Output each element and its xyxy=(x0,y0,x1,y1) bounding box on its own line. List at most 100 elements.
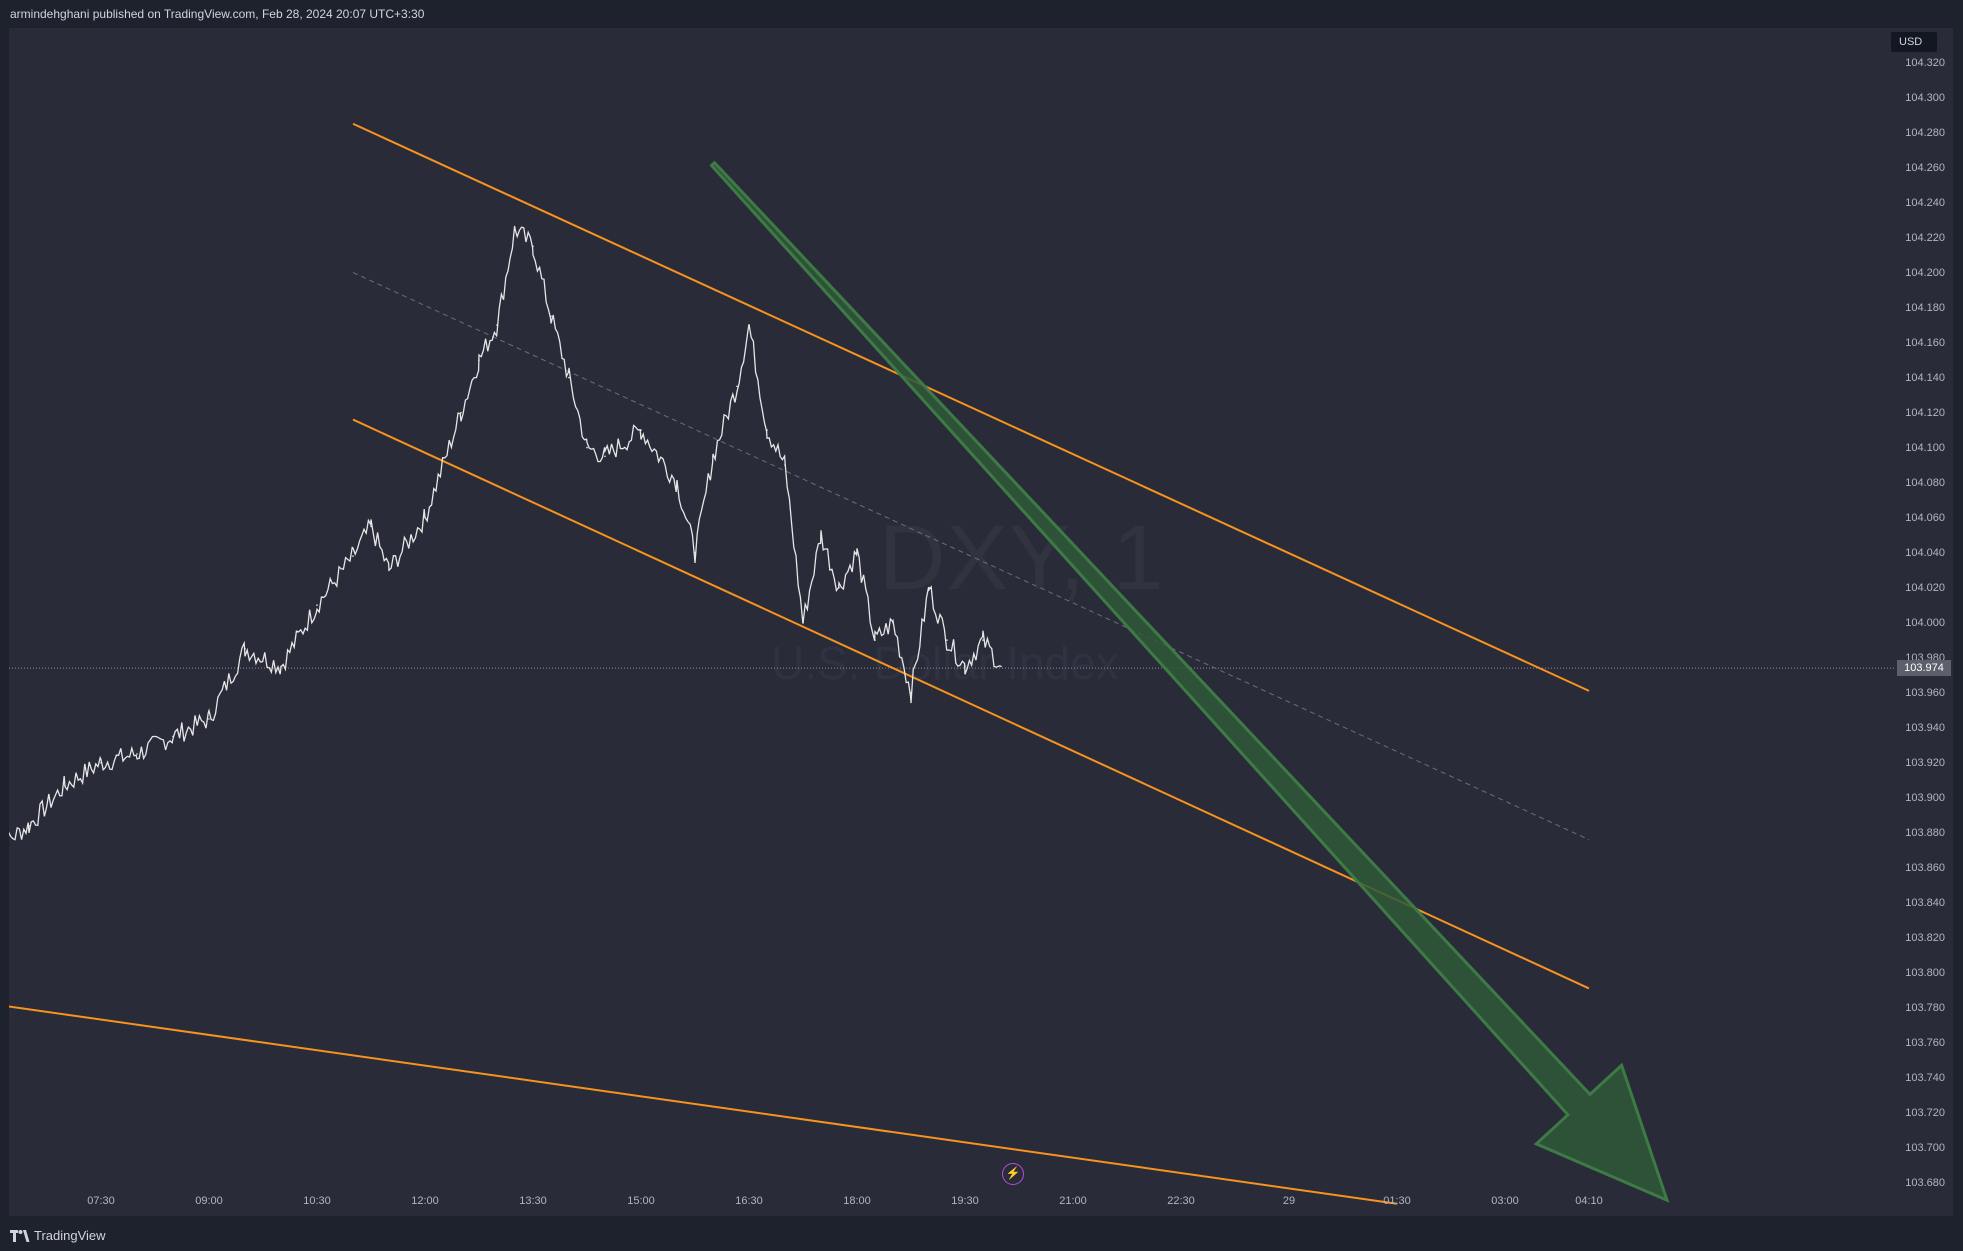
brand-name: TradingView xyxy=(34,1228,106,1243)
price-point xyxy=(802,621,804,624)
price-point xyxy=(172,735,174,738)
price-tick-label: 104.300 xyxy=(1905,91,1945,104)
price-point xyxy=(838,586,840,589)
price-chart[interactable] xyxy=(9,28,1953,1216)
price-tick-label: 104.040 xyxy=(1905,546,1945,559)
price-point xyxy=(388,569,390,571)
price-tick-label: 104.060 xyxy=(1905,511,1945,524)
price-point xyxy=(460,411,462,414)
price-tick-label: 104.160 xyxy=(1905,336,1945,349)
price-point xyxy=(280,665,282,668)
price-tick-label: 103.840 xyxy=(1905,896,1945,909)
price-tick-label: 104.000 xyxy=(1905,616,1945,629)
price-tick-label: 104.100 xyxy=(1905,441,1945,454)
publish-header: armindehghani published on TradingView.c… xyxy=(0,0,1963,28)
footer: TradingView xyxy=(0,1220,1963,1251)
price-point xyxy=(712,455,714,458)
price-tick-label: 103.740 xyxy=(1905,1071,1945,1084)
time-tick-label: 22:30 xyxy=(1167,1195,1195,1207)
price-tick-label: 104.260 xyxy=(1905,161,1945,174)
price-point xyxy=(370,525,372,528)
price-point xyxy=(694,551,696,554)
price-axis[interactable]: USD 104.320 104.300 104.280 104.260 104.240 1… xyxy=(1891,28,1953,1216)
channel-upper-trendline[interactable] xyxy=(352,122,1590,692)
author-name: armindehghani xyxy=(10,7,90,21)
price-tick-label: 103.700 xyxy=(1905,1141,1945,1154)
price-tick-label: 104.200 xyxy=(1905,266,1945,279)
price-tick-label: 103.820 xyxy=(1905,931,1945,944)
price-point xyxy=(136,753,138,755)
time-tick-label: 19:30 xyxy=(951,1195,979,1207)
price-point xyxy=(550,315,552,318)
price-tick-label: 103.760 xyxy=(1905,1036,1945,1049)
time-tick-label: 16:30 xyxy=(735,1195,763,1207)
price-point xyxy=(820,534,822,536)
time-tick-label: 12:00 xyxy=(411,1195,439,1207)
tradingview-logo[interactable]: TradingView xyxy=(10,1228,106,1243)
price-tick-label: 103.860 xyxy=(1905,861,1945,874)
price-point xyxy=(892,621,894,624)
price-point xyxy=(676,481,678,484)
publish-info: published on TradingView.com, Feb 28, 20… xyxy=(92,7,425,21)
price-point xyxy=(604,455,606,458)
time-tick-label: 04:10 xyxy=(1575,1195,1603,1207)
time-tick-label: 29 xyxy=(1282,1195,1296,1207)
price-tick-label: 104.080 xyxy=(1905,476,1945,489)
price-point xyxy=(352,555,354,557)
channel-midline[interactable] xyxy=(352,272,1590,841)
price-tick-label: 104.320 xyxy=(1905,56,1945,69)
price-point xyxy=(244,648,246,650)
time-tick-label: 03:00 xyxy=(1491,1195,1519,1207)
tradingview-logo-icon xyxy=(10,1229,30,1242)
price-point xyxy=(532,245,534,248)
price-tick-label: 104.220 xyxy=(1905,231,1945,244)
price-point xyxy=(28,824,30,827)
time-tick-label: 18:00 xyxy=(843,1195,871,1207)
price-point xyxy=(1000,665,1002,668)
price-point xyxy=(856,551,858,554)
price-point xyxy=(478,359,480,361)
price-series-line xyxy=(9,225,1001,841)
price-point xyxy=(766,429,768,431)
price-point xyxy=(64,784,66,787)
bearish-arrow[interactable] xyxy=(709,160,1670,1203)
time-tick-label: 10:30 xyxy=(303,1195,331,1207)
price-point xyxy=(910,691,912,694)
price-tick-label: 104.280 xyxy=(1905,126,1945,139)
price-point xyxy=(514,228,516,230)
time-tick-label: 07:30 xyxy=(87,1195,115,1207)
price-tick-label: 103.920 xyxy=(1905,756,1945,769)
support-trendline[interactable] xyxy=(9,1004,1398,1205)
time-axis[interactable]: 07:30 09:00 10:30 12:00 13:30 15:00 16:30 18:00… xyxy=(9,1176,1895,1216)
price-point xyxy=(496,324,498,326)
time-tick-label: 21:00 xyxy=(1059,1195,1087,1207)
time-tick-label: 13:30 xyxy=(519,1195,547,1207)
price-tick-label: 104.180 xyxy=(1905,301,1945,314)
price-point xyxy=(100,761,102,764)
time-tick-label: 01:30 xyxy=(1383,1195,1411,1207)
price-tick-label: 103.680 xyxy=(1905,1176,1945,1189)
price-point xyxy=(874,639,876,641)
price-tick-label: 103.780 xyxy=(1905,1001,1945,1014)
lightning-icon[interactable]: ⚡ xyxy=(1002,1163,1024,1185)
price-tick-label: 103.800 xyxy=(1905,966,1945,979)
currency-badge[interactable]: USD xyxy=(1891,32,1937,52)
price-point xyxy=(586,446,588,449)
price-point xyxy=(568,376,570,379)
price-series xyxy=(9,225,1002,841)
price-tick-label: 103.720 xyxy=(1905,1106,1945,1119)
price-point xyxy=(316,604,318,606)
time-tick-label: 09:00 xyxy=(195,1195,223,1207)
price-tick-label: 103.940 xyxy=(1905,721,1945,734)
last-price-badge: 103.974 xyxy=(1897,660,1951,677)
chart-pane[interactable]: DXY, 1 U.S. Dollar Index USD 104.320 104.… xyxy=(9,28,1953,1216)
price-point xyxy=(946,639,948,641)
price-point xyxy=(208,718,210,720)
price-point xyxy=(748,324,750,326)
price-point xyxy=(424,516,426,519)
price-tick-label: 104.240 xyxy=(1905,196,1945,209)
price-tick-label: 104.120 xyxy=(1905,406,1945,419)
price-point xyxy=(982,639,984,641)
price-tick-label: 103.900 xyxy=(1905,791,1945,804)
price-point xyxy=(640,429,642,431)
